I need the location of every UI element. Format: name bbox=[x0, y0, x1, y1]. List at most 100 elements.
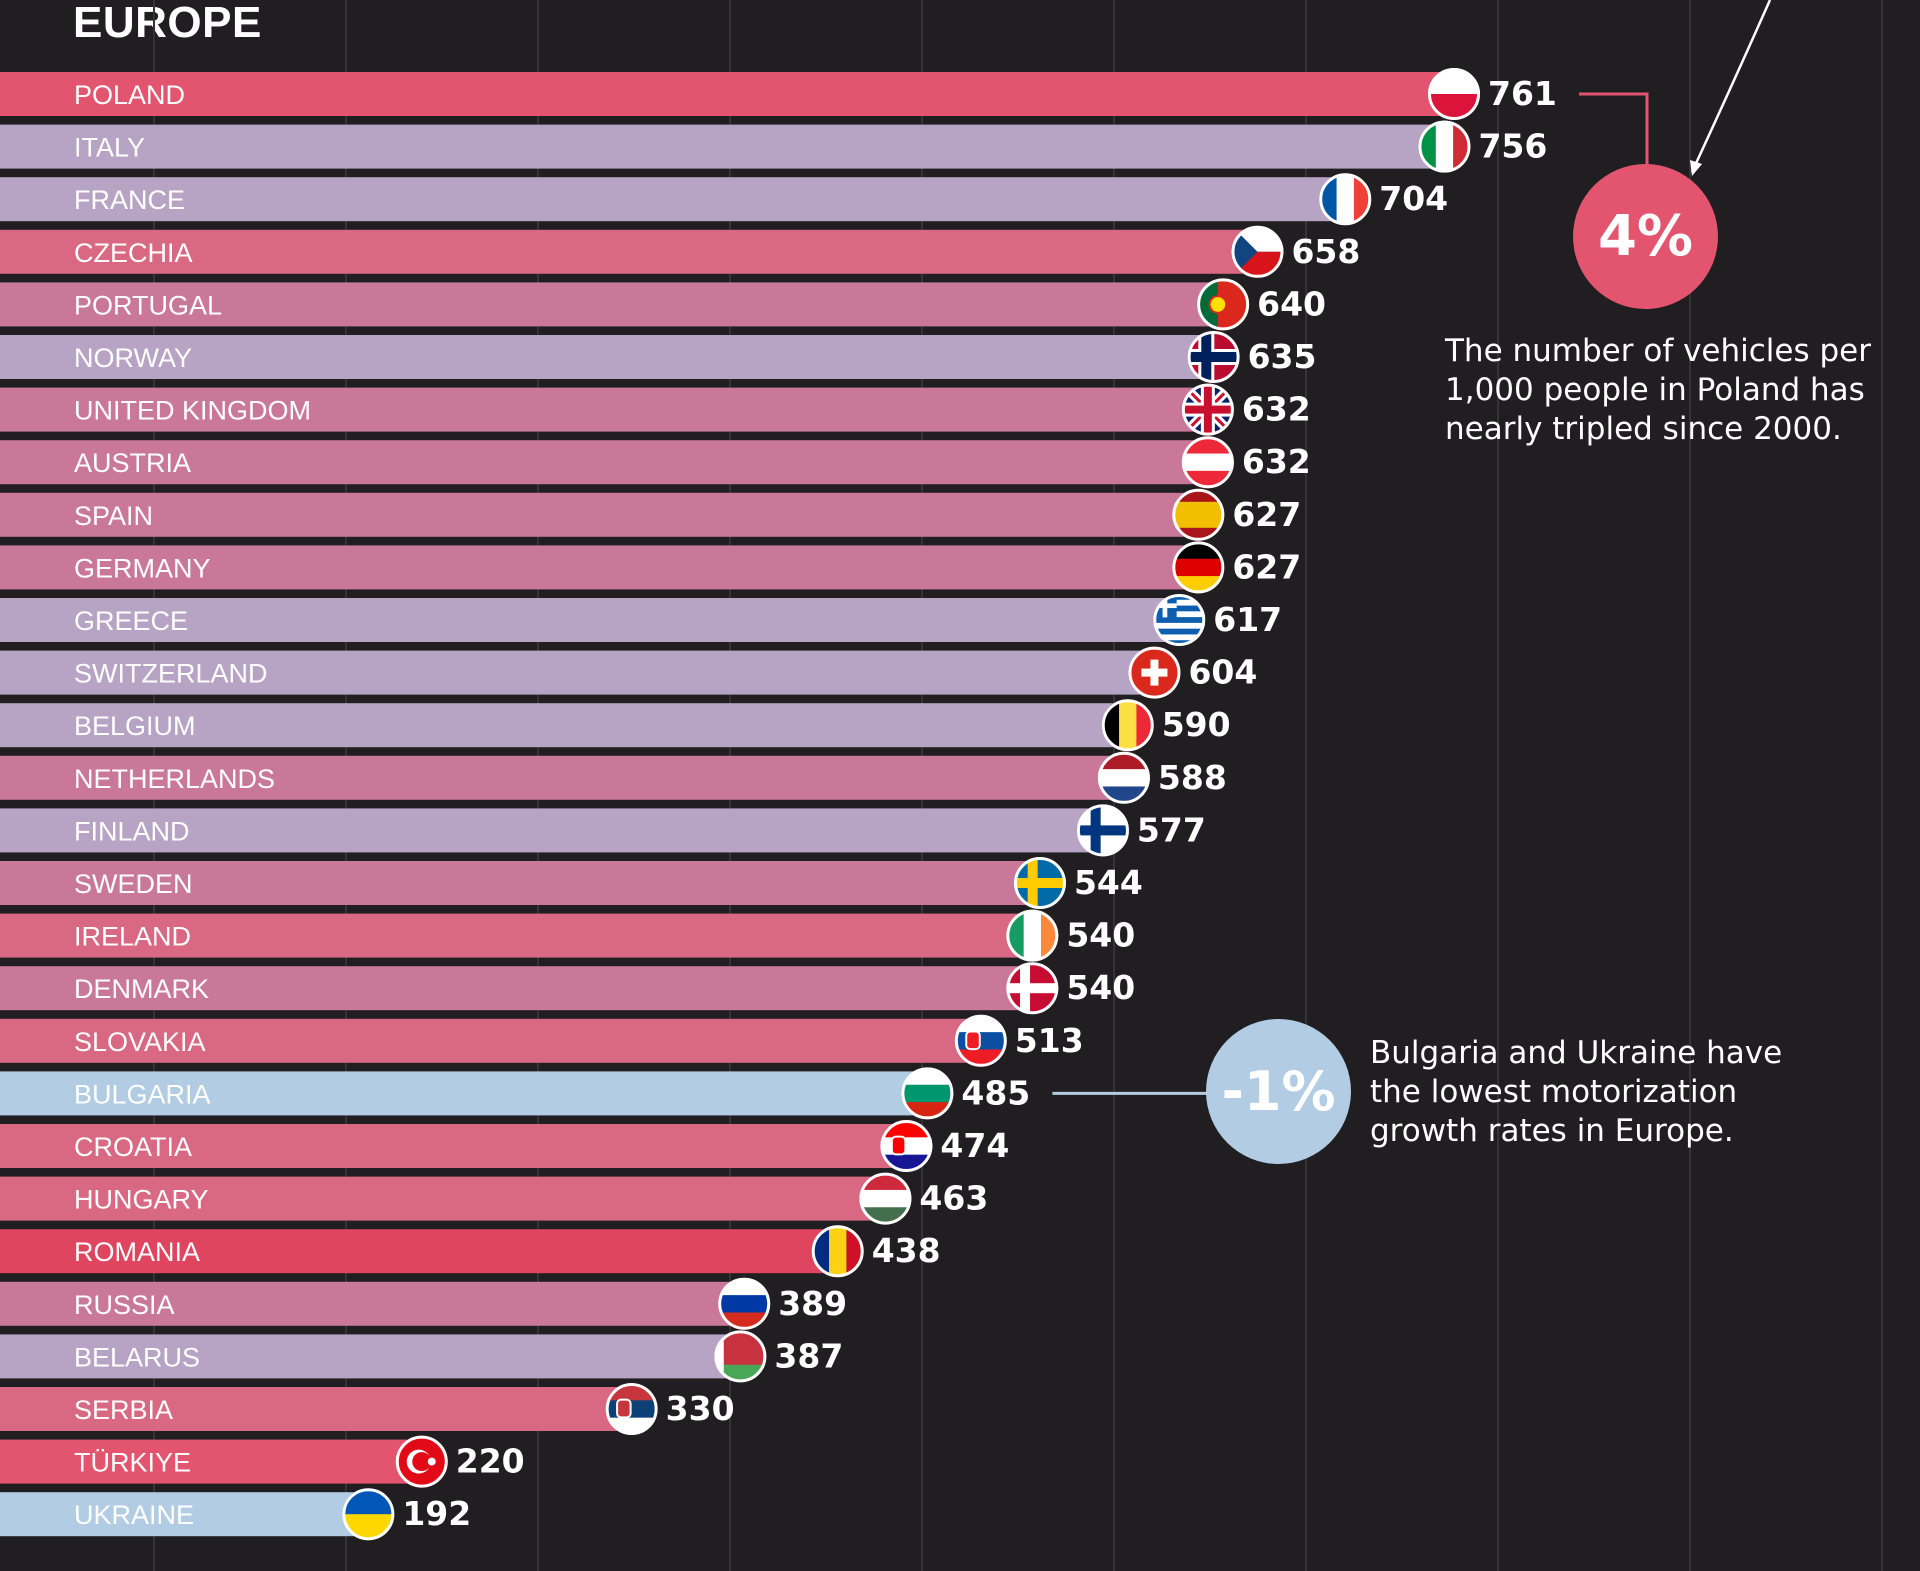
bulgaria-callout-text: Bulgaria and Ukraine have the lowest mot… bbox=[1370, 1034, 1782, 1151]
value-label: 540 bbox=[1066, 916, 1135, 955]
flag-ring bbox=[1428, 68, 1480, 120]
value-label: 220 bbox=[456, 1442, 525, 1481]
value-label: 640 bbox=[1257, 284, 1326, 323]
category-label: HUNGARY bbox=[74, 1185, 209, 1215]
category-label: POLAND bbox=[74, 80, 185, 110]
category-label: GERMANY bbox=[74, 553, 211, 583]
bar bbox=[0, 335, 1214, 379]
category-label: TÜRKIYE bbox=[74, 1448, 191, 1478]
category-label: ITALY bbox=[74, 133, 145, 163]
bulgaria-growth-badge: -1% bbox=[1206, 1019, 1351, 1164]
category-label: BELARUS bbox=[74, 1342, 200, 1372]
bar bbox=[0, 124, 1445, 169]
value-label: 617 bbox=[1213, 600, 1282, 639]
value-label: 540 bbox=[1066, 968, 1135, 1007]
bulgaria-callout-line-1: Bulgaria and Ukraine have bbox=[1370, 1035, 1783, 1071]
pointer-arrow-head bbox=[1690, 160, 1702, 176]
flag-ring bbox=[1197, 278, 1250, 331]
category-label: NETHERLANDS bbox=[74, 764, 275, 794]
bar bbox=[0, 72, 1454, 116]
bar bbox=[0, 1071, 928, 1116]
bar bbox=[0, 1387, 632, 1431]
value-label: 474 bbox=[940, 1126, 1009, 1165]
flag-ring bbox=[1128, 646, 1181, 699]
category-label: AUSTRIA bbox=[74, 448, 191, 478]
value-label: 544 bbox=[1074, 863, 1143, 902]
value-label: 485 bbox=[961, 1073, 1030, 1112]
category-label: SWEDEN bbox=[74, 869, 193, 899]
category-label: PORTUGAL bbox=[74, 290, 222, 320]
bar bbox=[0, 1334, 741, 1379]
category-label: FINLAND bbox=[74, 816, 190, 846]
value-label: 192 bbox=[402, 1494, 471, 1533]
value-label: 590 bbox=[1162, 705, 1231, 744]
bulgaria-callout-line-3: growth rates in Europe. bbox=[1370, 1113, 1734, 1149]
category-label: GREECE bbox=[74, 606, 188, 636]
bar bbox=[0, 1124, 907, 1168]
value-label: 756 bbox=[1478, 127, 1547, 166]
bar bbox=[0, 387, 1208, 432]
category-label: SPAIN bbox=[74, 501, 153, 531]
bar bbox=[0, 1281, 745, 1326]
bar bbox=[0, 861, 1040, 905]
bar bbox=[0, 1176, 886, 1221]
flag-ring bbox=[859, 1172, 912, 1225]
flag-ring bbox=[1006, 962, 1059, 1015]
category-label: SERBIA bbox=[74, 1395, 173, 1425]
value-label: 761 bbox=[1488, 74, 1557, 113]
flag-ring bbox=[605, 1383, 658, 1435]
bar bbox=[0, 966, 1033, 1011]
value-label: 658 bbox=[1291, 232, 1360, 271]
poland-growth-value: 4% bbox=[1597, 204, 1694, 269]
flag-ring bbox=[714, 1330, 767, 1383]
category-label: FRANCE bbox=[74, 185, 185, 215]
value-label: 627 bbox=[1232, 547, 1301, 586]
bar bbox=[0, 808, 1103, 853]
category-label: BELGIUM bbox=[74, 711, 196, 741]
bar bbox=[0, 1018, 981, 1063]
flag-ring bbox=[1097, 751, 1150, 804]
flag-ring bbox=[1418, 120, 1471, 173]
flag-ring bbox=[1172, 488, 1225, 541]
value-label: 635 bbox=[1248, 337, 1317, 376]
flag-ring bbox=[1013, 857, 1066, 909]
flag-ring bbox=[1181, 383, 1234, 436]
bar bbox=[0, 545, 1199, 590]
category-label: UKRAINE bbox=[74, 1500, 194, 1530]
value-label: 588 bbox=[1158, 758, 1227, 797]
category-label: UNITED KINGDOM bbox=[74, 396, 311, 426]
flag-ring bbox=[880, 1120, 933, 1172]
bar bbox=[0, 598, 1180, 642]
bar bbox=[0, 1439, 422, 1484]
poland-growth-badge: 4% bbox=[1573, 164, 1718, 309]
chart-title: EUROPE bbox=[73, 0, 262, 47]
category-label: CZECHIA bbox=[74, 238, 193, 268]
value-label: 632 bbox=[1242, 390, 1311, 429]
poland-callout-line-1: The number of vehicles per bbox=[1445, 333, 1871, 369]
value-label: 604 bbox=[1188, 653, 1257, 692]
bar bbox=[0, 282, 1224, 327]
value-label: 389 bbox=[778, 1284, 847, 1323]
flag-ring bbox=[1006, 909, 1059, 962]
bulgaria-growth-value: -1% bbox=[1221, 1060, 1336, 1123]
flag-ring bbox=[1187, 331, 1240, 383]
value-label: 577 bbox=[1137, 810, 1206, 849]
poland-callout-line-2: 1,000 people in Poland has bbox=[1445, 372, 1865, 408]
bar bbox=[0, 1492, 369, 1537]
value-label: 704 bbox=[1379, 179, 1448, 218]
bar bbox=[0, 755, 1124, 800]
value-label: 627 bbox=[1232, 495, 1301, 534]
value-label: 330 bbox=[666, 1389, 735, 1428]
value-label: 513 bbox=[1015, 1021, 1084, 1060]
poland-connector-line bbox=[1579, 92, 1649, 166]
flag-ring bbox=[342, 1488, 395, 1541]
value-label: 438 bbox=[872, 1231, 941, 1270]
flag-ring bbox=[1153, 594, 1206, 646]
value-label: 387 bbox=[774, 1336, 843, 1375]
bar bbox=[0, 650, 1155, 695]
poland-callout-text: The number of vehicles per 1,000 people … bbox=[1445, 332, 1871, 449]
bar bbox=[0, 492, 1199, 537]
pointer-arrow-line bbox=[1690, 0, 1772, 173]
category-label: SWITZERLAND bbox=[74, 659, 268, 689]
